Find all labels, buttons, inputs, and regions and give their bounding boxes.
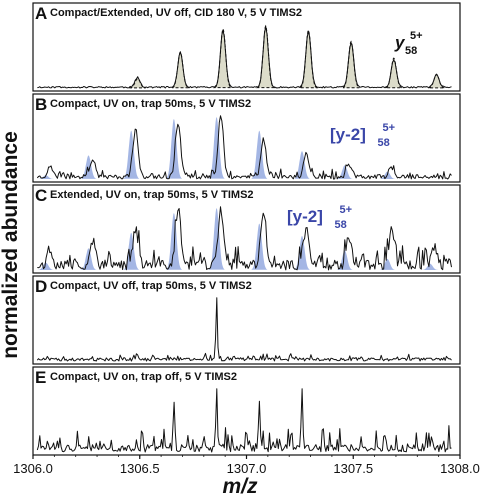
svg-text:58: 58 [405,45,417,57]
panels-group: A Compact/Extended, UV off, CID 180 V, 5 … [32,2,461,456]
isotope-peak-3 [123,130,140,179]
x-axis-title: m/z [222,475,258,498]
panel-frame [32,184,461,274]
panel-letter: B [35,95,47,114]
isotope-peak-4 [165,118,183,179]
svg-text:[y-2]: [y-2] [287,207,323,226]
isotope-peak-5 [208,208,225,270]
panel-title: Compact, UV on, trap 50ms, 5 V TIMS2 [50,98,251,110]
panel-b: B Compact, UV on, trap 50ms, 5 V TIMS2 [y-… [32,93,461,183]
isotope-peak-2 [80,155,97,179]
x-tick-label: 1308.0 [440,461,480,476]
svg-text:[y-2]: [y-2] [330,125,366,144]
x-tick-label: 1307.0 [227,461,267,476]
spectrum-trace [36,115,452,180]
panel-e: E Compact, UV on, trap off, 5 V TIMS2 [32,366,461,456]
isotope-peak-1 [37,262,54,270]
isotope-peak-7 [293,235,311,270]
x-tick-label: 1306.5 [120,461,160,476]
isotope-peak-4 [165,213,183,270]
panel-title: Compact, UV on, trap off, 5 V TIMS2 [50,371,237,383]
isotope-peak-6 [251,130,268,179]
panel-title: Compact, UV off, trap 50ms, 5 V TIMS2 [50,280,252,292]
y-axis-title: normalized abundance [0,131,22,359]
isotope-peak-7 [293,151,311,179]
species-annotation: [y-2] 58 5+ [287,204,352,231]
x-tick-label: 1306.0 [13,461,53,476]
species-annotation: [y-2] 58 5+ [330,122,395,149]
svg-text:58: 58 [335,219,347,231]
panel-letter: A [35,4,47,23]
svg-text:y: y [394,33,406,52]
panel-frame [32,93,461,183]
panel-letter: C [35,186,47,205]
species-annotation: y 58 5+ [394,30,423,57]
isotope-peak-4 [255,24,276,89]
x-tick-label: 1307.5 [333,461,373,476]
panel-d: D Compact, UV off, trap 50ms, 5 V TIMS2 [32,275,461,365]
panel-title: Extended, UV on, trap 50ms, 5 V TIMS2 [50,189,254,201]
panel-frame [32,275,461,365]
spectrum-trace [37,25,452,89]
panel-letter: D [35,277,47,296]
spectrum-trace [36,297,452,362]
isotope-peak-8 [336,250,353,270]
svg-text:58: 58 [378,137,390,149]
panel-frame [32,2,461,92]
svg-text:5+: 5+ [383,122,396,134]
svg-text:5+: 5+ [410,30,423,42]
panel-c: C Extended, UV on, trap 50ms, 5 V TIMS2 [y… [32,184,461,274]
panel-a: A Compact/Extended, UV off, CID 180 V, 5 … [32,2,461,92]
isotope-peak-5 [208,117,225,179]
svg-text:5+: 5+ [340,204,353,216]
isotope-peak-3 [212,27,234,89]
x-axis: 1306.0 1306.5 1307.0 1307.5 1308.0 [13,455,480,476]
isotope-peak-5 [298,29,319,89]
panel-title: Compact/Extended, UV off, CID 180 V, 5 V… [50,7,302,19]
spectrum-trace [37,206,452,271]
panel-letter: E [35,368,46,387]
isotope-peak-9 [379,258,396,270]
isotope-peak-10 [421,263,439,270]
spectrum-trace [36,388,452,453]
